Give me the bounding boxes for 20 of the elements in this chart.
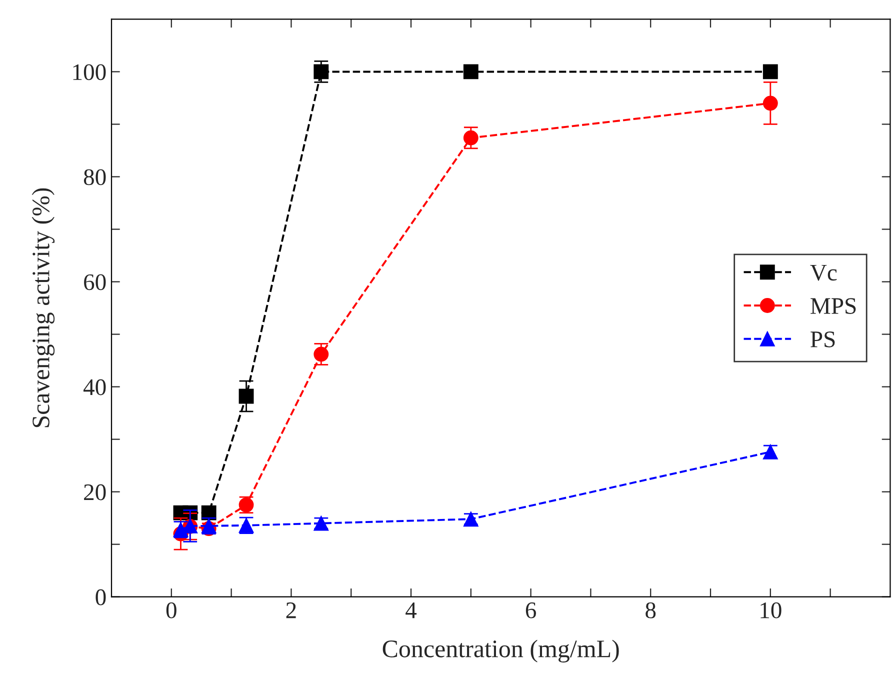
x-tick-label: 4	[406, 602, 417, 618]
y-tick-label: 0	[96, 589, 106, 606]
x-tick-label: 6	[526, 602, 536, 618]
point	[762, 64, 778, 80]
legend-label: Vc	[810, 264, 837, 281]
y-tick-label: 40	[83, 379, 106, 396]
point	[463, 64, 478, 80]
x-tick-label: 8	[646, 602, 656, 618]
point	[201, 505, 216, 520]
y-tick-label: 20	[84, 484, 106, 500]
legend-label: MPS	[810, 298, 856, 314]
x-tick-label: 10	[760, 602, 782, 618]
x-tick-label: 0	[166, 602, 176, 618]
x-axis-title: Concentration (mg/mL)	[382, 640, 619, 662]
y-tick-label: 100	[73, 64, 106, 80]
x-tick-label: 2	[286, 602, 296, 618]
y-tick-label: 80	[84, 169, 106, 186]
y-tick-label: 60	[84, 274, 106, 290]
y-axis-title: Scavenging activity (%)	[32, 188, 55, 428]
legend-label: PS	[810, 331, 835, 348]
